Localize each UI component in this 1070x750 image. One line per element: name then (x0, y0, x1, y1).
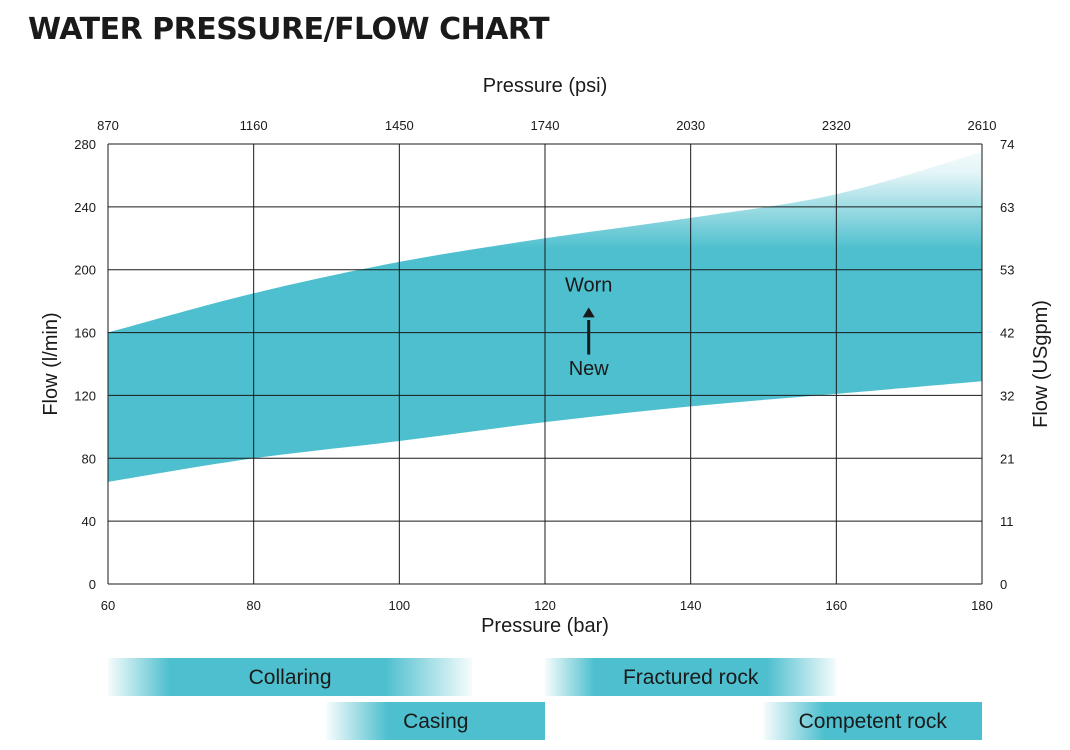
y-tick-label: 0 (89, 577, 96, 592)
arrow-up-icon (582, 307, 595, 318)
x-tick-label: 140 (680, 598, 702, 613)
y2-tick-label: 21 (1000, 451, 1014, 466)
y2-tick-label: 74 (1000, 137, 1014, 152)
x2-tick-label: 1450 (385, 118, 414, 133)
y2-tick-label: 0 (1000, 577, 1007, 592)
new-label: New (569, 358, 610, 380)
y-tick-label: 40 (82, 514, 96, 529)
x-tick-label: 160 (825, 598, 847, 613)
y2-tick-label: 42 (1000, 326, 1014, 341)
x-axis-label: Pressure (bar) (481, 615, 609, 637)
range-label: Collaring (249, 666, 332, 689)
y-tick-label: 240 (74, 200, 96, 215)
x-tick-label: 180 (971, 598, 993, 613)
x-tick-label: 60 (101, 598, 115, 613)
range-bar (545, 658, 837, 696)
chart-title: WATER PRESSURE/FLOW CHART (28, 12, 550, 47)
range-label: Competent rock (799, 710, 948, 733)
y-tick-label: 80 (82, 451, 96, 466)
y-axis-label: Flow (l/min) (40, 312, 62, 415)
x2-tick-label: 1740 (531, 118, 560, 133)
range-bar (763, 702, 982, 740)
x2-tick-label: 1160 (240, 118, 268, 133)
y-tick-label: 280 (74, 137, 96, 152)
x2-axis-label: Pressure (psi) (483, 75, 607, 97)
range-label: Casing (403, 710, 468, 733)
x2-tick-label: 2320 (822, 118, 851, 133)
x2-tick-label: 2030 (676, 118, 705, 133)
range-bar (326, 702, 545, 740)
y2-tick-label: 32 (1000, 388, 1014, 403)
y2-axis-label: Flow (USgpm) (1030, 300, 1052, 428)
grid-layer (107, 143, 983, 585)
range-bar (108, 658, 473, 696)
worn-label: Worn (565, 275, 612, 297)
range-layer: Collaring Fractured rock Casing Competent r… (108, 658, 982, 740)
y2-tick-label: 53 (1000, 263, 1014, 278)
y-tick-label: 120 (74, 388, 96, 403)
y-tick-label: 200 (74, 263, 96, 278)
tick-layer: 60 870 80 1160 100 1450 120 1740 140 2030 160 2320 1… (40, 75, 1052, 637)
x2-tick-label: 2610 (968, 118, 997, 133)
y-tick-label: 160 (74, 326, 96, 341)
annotation-layer: Worn New (565, 275, 612, 380)
y2-tick-label: 11 (1000, 514, 1014, 529)
x2-tick-label: 870 (97, 118, 119, 133)
range-label: Fractured rock (623, 666, 759, 689)
x-tick-label: 100 (388, 598, 410, 613)
x-tick-label: 80 (246, 598, 260, 613)
y2-tick-label: 63 (1000, 200, 1014, 215)
x-tick-label: 120 (534, 598, 556, 613)
